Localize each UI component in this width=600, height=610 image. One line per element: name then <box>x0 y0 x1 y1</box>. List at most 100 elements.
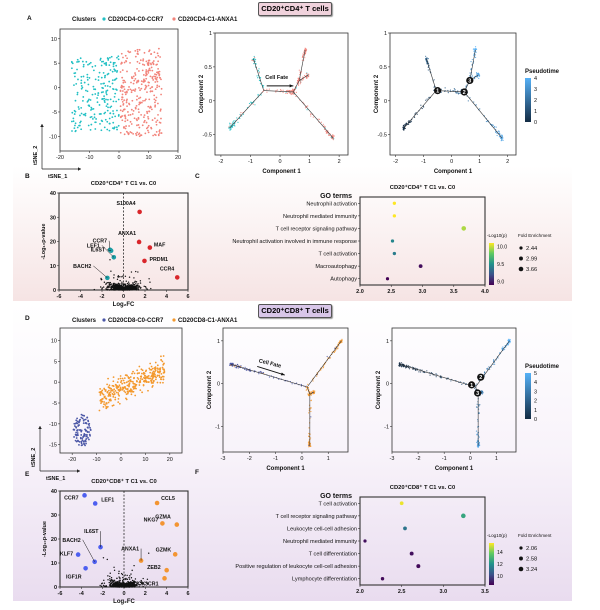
cell-point <box>115 100 118 103</box>
gene-point <box>122 285 125 287</box>
cell-point <box>121 93 124 96</box>
cell-point <box>112 112 115 115</box>
cell-point <box>117 98 120 101</box>
cell-point <box>407 365 410 367</box>
cell-point <box>419 368 421 371</box>
cell-point <box>123 381 126 384</box>
cell-point <box>147 117 150 120</box>
cell-point <box>300 81 302 84</box>
cell-point <box>128 384 131 387</box>
cell-point <box>154 56 157 59</box>
cell-point <box>478 436 480 438</box>
cell-point <box>75 419 78 422</box>
cell-point <box>74 110 77 113</box>
cell-point <box>106 73 109 76</box>
cell-point <box>258 68 260 70</box>
gene-point <box>105 288 107 290</box>
cell-point <box>115 391 118 394</box>
gene-point <box>126 286 129 288</box>
cell-point <box>305 51 307 53</box>
cell-point <box>476 76 478 78</box>
colorbar-tick-label: 14 <box>497 550 503 556</box>
cell-point <box>117 397 120 400</box>
cell-point <box>122 81 125 84</box>
cell-point <box>76 432 79 434</box>
cell-point <box>154 101 156 104</box>
cell-point <box>154 99 157 102</box>
gene-point <box>113 277 115 279</box>
cell-point <box>324 125 326 128</box>
cell-point <box>258 71 260 73</box>
y-tick-label: 5 <box>54 61 57 67</box>
cell-point <box>305 73 308 75</box>
cell-point <box>250 102 252 104</box>
cell-point <box>236 363 239 366</box>
cell-point <box>126 119 129 122</box>
x-tick-label: -2 <box>247 456 252 462</box>
cell-point <box>313 392 315 395</box>
labeled-gene-IL6ST: IL6ST <box>91 248 114 254</box>
gene-point <box>132 581 135 584</box>
cell-point <box>150 365 153 368</box>
cell-point <box>478 443 480 445</box>
cell-point <box>156 364 159 367</box>
size-legend-label: 2.44 <box>526 246 538 252</box>
cell-point <box>414 369 416 371</box>
cell-point <box>147 81 150 84</box>
cell-point <box>98 391 101 394</box>
gene-point <box>134 281 136 284</box>
cell-point <box>108 64 111 67</box>
cell-point <box>154 105 156 108</box>
cell-point <box>117 115 120 117</box>
gene-point <box>122 275 124 277</box>
cell-point <box>156 381 159 384</box>
cell-point <box>99 399 102 401</box>
cell-point <box>112 110 114 112</box>
gene-point <box>107 286 109 289</box>
gene-point <box>122 580 124 583</box>
cell-point <box>159 108 162 111</box>
cell-point <box>121 69 124 72</box>
cell-point <box>157 114 159 116</box>
cell-point <box>109 391 112 393</box>
gene-point <box>101 582 103 584</box>
cell-point <box>136 95 139 98</box>
cell-point <box>229 128 232 130</box>
cell-point <box>76 439 79 442</box>
cell-point <box>80 75 83 78</box>
cell-point <box>163 362 165 365</box>
plot-frame <box>214 32 349 156</box>
cell-point <box>123 377 126 380</box>
cell-point <box>425 57 427 59</box>
gene-label: IL6ST <box>84 529 99 535</box>
gene-point <box>130 586 133 588</box>
cell-point <box>136 48 139 51</box>
cell-point <box>478 404 480 406</box>
gene-point <box>104 585 106 588</box>
gene-point <box>126 582 128 584</box>
cell-point <box>308 74 310 76</box>
cell-point <box>275 91 277 93</box>
cell-point <box>136 119 138 122</box>
y-axis-label: Component 2 <box>374 74 380 113</box>
cell-point <box>475 48 478 51</box>
cell-point <box>112 395 115 398</box>
colorbar-tick-label: 4 <box>534 76 537 82</box>
cell-point <box>88 77 91 79</box>
branch-node: 2 <box>460 88 468 96</box>
cell-point <box>279 88 282 91</box>
colorbar-tick-label: 12 <box>497 562 503 568</box>
cell-point <box>272 377 275 379</box>
cell-point <box>123 114 126 117</box>
cell-point <box>129 61 131 64</box>
cell-point <box>92 69 95 72</box>
cell-point <box>82 65 85 68</box>
gene-point <box>125 285 127 288</box>
x-tick-label: 1 <box>495 456 498 462</box>
cell-point <box>146 112 149 115</box>
cell-point <box>80 416 83 419</box>
gene-point <box>136 582 138 585</box>
cell-point <box>147 389 149 392</box>
cell-point <box>105 105 108 108</box>
cell-point <box>162 378 165 381</box>
